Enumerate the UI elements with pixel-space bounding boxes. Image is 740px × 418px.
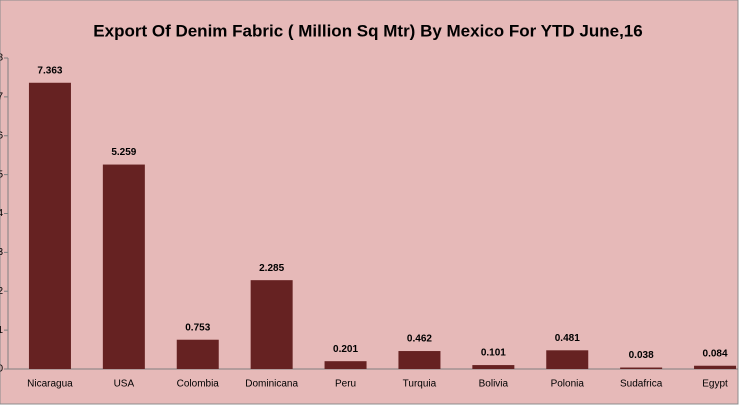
data-label: 2.285 [259,263,284,274]
bar [176,339,219,369]
x-tick-label: Nicaragua [27,379,73,390]
data-label: 5.259 [111,147,136,158]
data-label: 0.462 [407,334,432,345]
bar [28,82,71,370]
data-label: 0.753 [185,322,210,333]
x-tick-label: Bolivia [479,379,509,390]
y-tick-label: 8 [0,53,3,64]
y-tick-label: 0 [0,364,3,375]
y-tick-label: 1 [0,325,3,336]
y-tick-label: 6 [0,130,3,141]
x-tick-label: Colombia [177,379,220,390]
x-tick-label: Egypt [702,379,728,390]
bar [398,351,441,369]
y-tick-label: 7 [0,92,3,103]
bar [102,164,145,369]
x-tick-label: Dominicana [245,379,298,390]
bar [324,361,367,369]
x-tick-label: Turquia [403,379,437,390]
bar [472,365,515,369]
data-label: 0.038 [629,350,654,361]
data-label: 0.101 [481,348,506,359]
x-tick-label: Polonia [551,379,585,390]
bar [620,367,663,369]
x-tick-label: USA [114,379,135,390]
y-tick-label: 4 [0,208,3,219]
y-tick-label: 5 [0,169,3,180]
chart-title: Export Of Denim Fabric ( Million Sq Mtr)… [93,21,642,40]
data-label: 0.201 [333,344,358,355]
x-tick-label: Sudafrica [620,379,663,390]
y-tick-label: 3 [0,247,3,258]
y-tick-label: 2 [0,286,3,297]
bar [546,350,589,369]
bar [694,365,737,369]
x-tick-label: Peru [335,379,356,390]
data-label: 0.084 [703,348,728,359]
bar [250,280,293,369]
data-label: 0.481 [555,333,580,344]
data-label: 7.363 [37,65,62,76]
